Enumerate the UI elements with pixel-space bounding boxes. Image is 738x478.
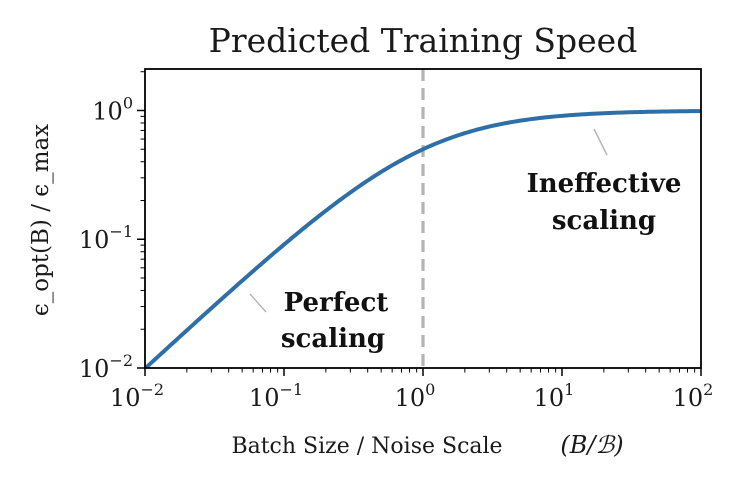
x-axis-label: Batch Size / Noise Scale xyxy=(231,434,502,459)
annotation-ineffective-line2: scaling xyxy=(552,206,656,236)
y-tick-label: 10−2 xyxy=(79,351,133,383)
annotation-ineffective-line1: Ineffective xyxy=(527,169,682,199)
y-axis-label: ϵ_opt(B) / ϵ_max xyxy=(28,124,54,316)
x-tick-label: 100 xyxy=(395,380,436,412)
chart-title: Predicted Training Speed xyxy=(209,21,638,60)
y-tick-label: 100 xyxy=(92,93,133,125)
x-tick-label: 101 xyxy=(534,380,575,412)
annotation-pointer-ineffective xyxy=(593,128,608,156)
annotation-pointer-perfect xyxy=(249,293,267,313)
x-tick-label: 10−2 xyxy=(110,380,164,412)
series-line-0 xyxy=(145,109,701,368)
annotation-perfect-line2: scaling xyxy=(281,324,385,354)
y-tick-label: 10−1 xyxy=(79,222,133,254)
x-tick-label: 102 xyxy=(673,380,714,412)
x-axis-label-math: (B/ℬ) xyxy=(560,431,623,459)
x-tick-label: 10−1 xyxy=(249,380,303,412)
annotation-perfect-line1: Perfect xyxy=(284,288,389,318)
